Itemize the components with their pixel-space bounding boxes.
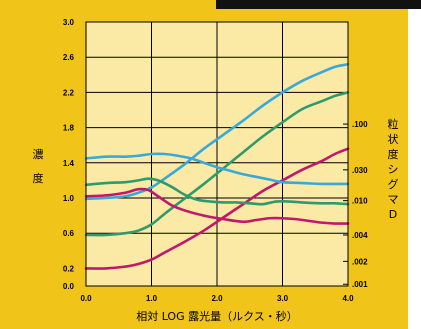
left-axis-title: 濃度 (33, 147, 44, 185)
right-tick-label: .100 (352, 120, 368, 129)
left-axis-title-char: 濃 (33, 147, 44, 161)
series-line-1-cyan (84, 62, 350, 201)
right-axis-title-char: D (389, 208, 397, 221)
y-tick-label: 2.6 (63, 53, 75, 62)
y-tick-label: 0.6 (63, 229, 75, 238)
x-tick-label: 0.0 (80, 294, 92, 303)
left-axis-title-char: 度 (33, 171, 44, 185)
right-tick-label: .030 (352, 166, 368, 175)
top-dark-band-overlay (216, 0, 421, 9)
plot-border (85, 21, 349, 287)
series-group (84, 62, 350, 270)
series-line-5-green (84, 177, 350, 206)
right-axis-title-char: 度 (388, 147, 399, 161)
right-tick-labels: .001 .002 .004 .010 .030 .100 (352, 120, 368, 289)
series-line-6-magenta (84, 187, 350, 225)
right-tick-label: .004 (352, 231, 368, 240)
x-axis-title: 相対 LOG 露光量（ルクス・秒） (136, 309, 298, 323)
y-tick-label: 1.8 (63, 124, 75, 133)
right-axis-title-char: シ (388, 163, 399, 176)
y-tick-label: 3.0 (63, 18, 75, 27)
y-tick-label: 1.4 (63, 159, 75, 168)
right-tick-label: .001 (352, 280, 368, 289)
right-tick-label: .002 (352, 257, 368, 266)
right-axis-title-char: マ (388, 193, 399, 206)
x-tick-label: 2.0 (211, 294, 223, 303)
right-axis-title-char: グ (388, 177, 399, 191)
y-tick-label: 1.0 (63, 194, 75, 203)
y-tick-label: 2.2 (63, 88, 75, 97)
y-tick-label: 0.0 (63, 282, 75, 291)
y-tick-label: 0.2 (63, 264, 75, 273)
y-tick-labels: 0.0 0.2 0.6 1.0 1.4 1.8 2.2 2.6 3.0 (63, 18, 75, 291)
series-line-3-magenta (84, 147, 350, 270)
x-tick-label: 3.0 (277, 294, 289, 303)
right-tick-label: .010 (352, 197, 368, 206)
x-tick-label: 1.0 (146, 294, 158, 303)
right-axis-title-char: 状 (388, 132, 399, 146)
x-tick-labels: 0.0 1.0 2.0 3.0 4.0 (80, 294, 354, 303)
x-tick-label: 4.0 (342, 294, 354, 303)
series-line-2-green (84, 91, 350, 237)
right-axis-title-char: 粒 (388, 117, 399, 131)
series-line-4-cyan (84, 152, 350, 186)
